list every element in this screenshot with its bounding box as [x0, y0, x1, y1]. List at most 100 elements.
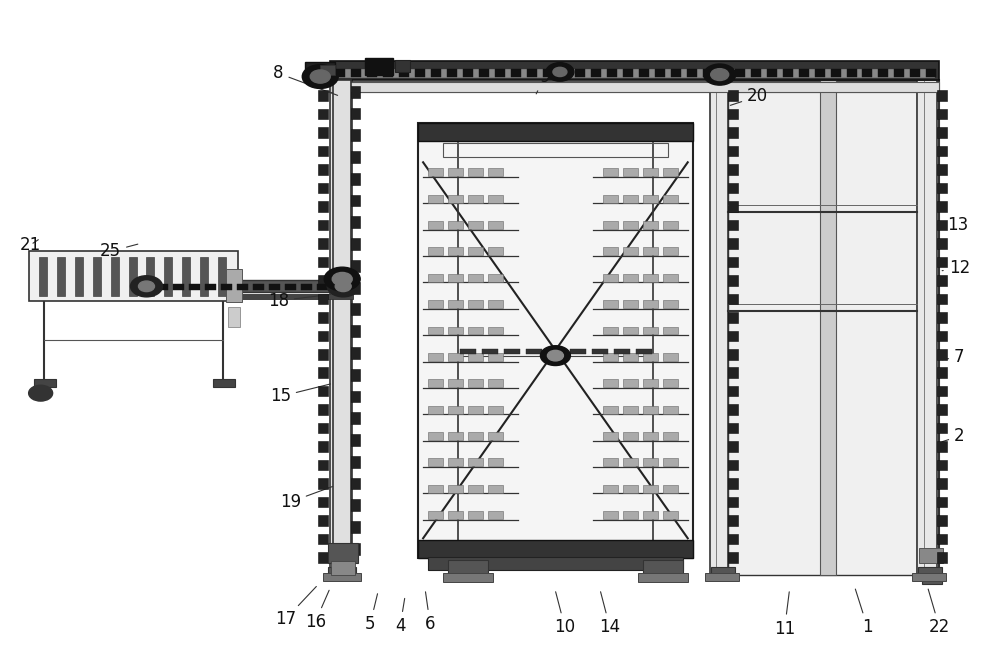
Bar — [395, 60, 410, 72]
Text: 21: 21 — [20, 236, 41, 254]
Bar — [468, 432, 483, 440]
Bar — [910, 69, 920, 77]
Bar — [603, 485, 618, 492]
Circle shape — [310, 70, 330, 83]
Bar — [367, 69, 377, 77]
Bar — [591, 69, 601, 77]
Circle shape — [302, 65, 338, 89]
Bar — [703, 69, 713, 77]
Circle shape — [327, 276, 359, 297]
Bar — [428, 432, 443, 440]
Bar — [643, 379, 658, 387]
Bar — [351, 478, 360, 489]
Bar — [318, 275, 328, 286]
Bar — [351, 499, 360, 511]
Bar — [937, 238, 947, 249]
Bar — [448, 560, 488, 574]
Circle shape — [335, 281, 351, 292]
Bar — [182, 256, 190, 295]
Bar — [318, 368, 328, 378]
Bar — [330, 61, 939, 80]
Bar — [919, 548, 943, 563]
Bar — [623, 69, 633, 77]
Circle shape — [324, 267, 360, 291]
Bar — [335, 69, 345, 77]
Bar — [815, 69, 825, 77]
Bar — [847, 69, 857, 77]
Bar — [711, 566, 735, 574]
Bar — [351, 238, 360, 250]
Bar — [623, 432, 638, 440]
Bar — [328, 543, 358, 563]
Bar — [623, 485, 638, 492]
Bar — [663, 169, 678, 176]
Bar — [937, 182, 947, 193]
Bar — [878, 69, 888, 77]
Bar — [330, 82, 939, 92]
Bar — [767, 69, 777, 77]
Circle shape — [139, 281, 154, 292]
Bar — [213, 379, 235, 387]
Bar — [603, 221, 618, 229]
Bar — [728, 349, 738, 360]
Bar — [448, 459, 463, 467]
Circle shape — [332, 272, 352, 286]
Bar — [468, 300, 483, 308]
Bar — [643, 194, 658, 202]
Bar — [351, 260, 360, 272]
Bar — [428, 194, 443, 202]
Bar — [937, 275, 947, 286]
Bar — [164, 256, 172, 295]
Bar — [488, 194, 503, 202]
Bar — [328, 566, 356, 574]
Bar — [603, 274, 618, 282]
Text: 2: 2 — [942, 427, 965, 445]
Bar — [331, 561, 355, 574]
Bar — [937, 293, 947, 304]
Bar — [318, 405, 328, 415]
Bar — [351, 216, 360, 228]
Bar — [663, 327, 678, 334]
Text: 14: 14 — [599, 592, 620, 637]
Bar — [226, 269, 242, 302]
Bar — [228, 307, 240, 327]
Bar — [351, 108, 360, 120]
Bar — [351, 325, 360, 337]
Bar — [643, 511, 658, 519]
Bar — [728, 275, 738, 286]
Text: 1: 1 — [855, 589, 873, 637]
Text: 18: 18 — [268, 292, 329, 310]
Bar — [728, 423, 738, 434]
Bar — [728, 368, 738, 378]
Bar — [383, 69, 393, 77]
Bar — [671, 69, 681, 77]
Bar — [39, 256, 47, 295]
Bar — [543, 69, 553, 77]
Bar — [301, 284, 312, 290]
Bar — [728, 479, 738, 488]
Bar — [643, 327, 658, 334]
Bar — [428, 169, 443, 176]
Bar — [663, 221, 678, 229]
Bar — [623, 274, 638, 282]
Bar — [728, 496, 738, 507]
Bar — [663, 300, 678, 308]
Bar — [418, 539, 693, 558]
Bar — [468, 511, 483, 519]
Bar — [448, 194, 463, 202]
Bar — [937, 146, 947, 157]
Bar — [728, 405, 738, 415]
Bar — [488, 432, 503, 440]
Bar — [495, 69, 505, 77]
Bar — [318, 146, 328, 157]
Bar — [559, 69, 569, 77]
Bar — [937, 349, 947, 360]
Circle shape — [546, 63, 574, 81]
Bar — [468, 247, 483, 255]
Bar — [614, 349, 630, 354]
Text: 5: 5 — [365, 594, 378, 633]
Bar — [57, 256, 65, 295]
Bar — [351, 347, 360, 359]
Bar — [603, 300, 618, 308]
Text: 13: 13 — [938, 216, 968, 234]
